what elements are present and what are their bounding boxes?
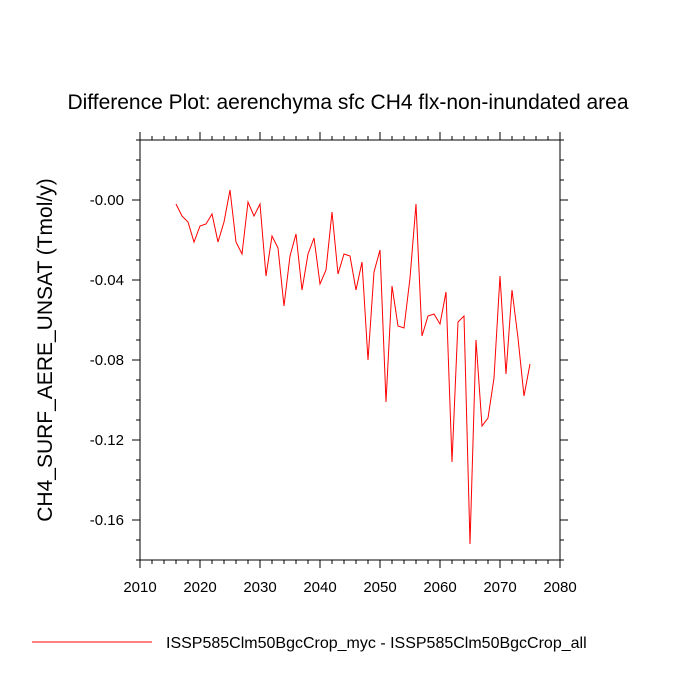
series-group [175, 189, 531, 545]
y-tick-label: -0.16 [90, 512, 124, 529]
x-tick-label: 2060 [423, 579, 456, 596]
plot-frame [139, 139, 561, 561]
x-tick-label: 2050 [363, 579, 396, 596]
x-tick-label: 2020 [183, 579, 216, 596]
x-tick-label: 2010 [123, 579, 156, 596]
axis-tick-labels: 2010 2020 2030 2040 2050 2060 2070 2080 -0.16 -0.… [90, 192, 577, 596]
x-tick-label: 2070 [483, 579, 516, 596]
x-tick-label: 2030 [243, 579, 276, 596]
y-tick-label: -0.08 [90, 352, 124, 369]
axis-ticks [132, 132, 568, 568]
x-tick-label: 2080 [543, 579, 576, 596]
series-line [175, 189, 531, 545]
x-tick-label: 2040 [303, 579, 336, 596]
y-tick-label: -0.04 [90, 272, 124, 289]
legend-label: ISSP585Clm50BgcCrop_myc - ISSP585Clm50Bg… [166, 635, 587, 652]
y-tick-label: -0.12 [90, 432, 124, 449]
y-tick-label: -0.00 [90, 192, 124, 209]
y-axis-label: CH4_SURF_AERE_UNSAT (Tmol/y) [34, 178, 57, 521]
chart-title: Difference Plot: aerenchyma sfc CH4 flx-… [67, 91, 628, 114]
legend: ISSP585Clm50BgcCrop_myc - ISSP585Clm50Bg… [32, 635, 587, 652]
